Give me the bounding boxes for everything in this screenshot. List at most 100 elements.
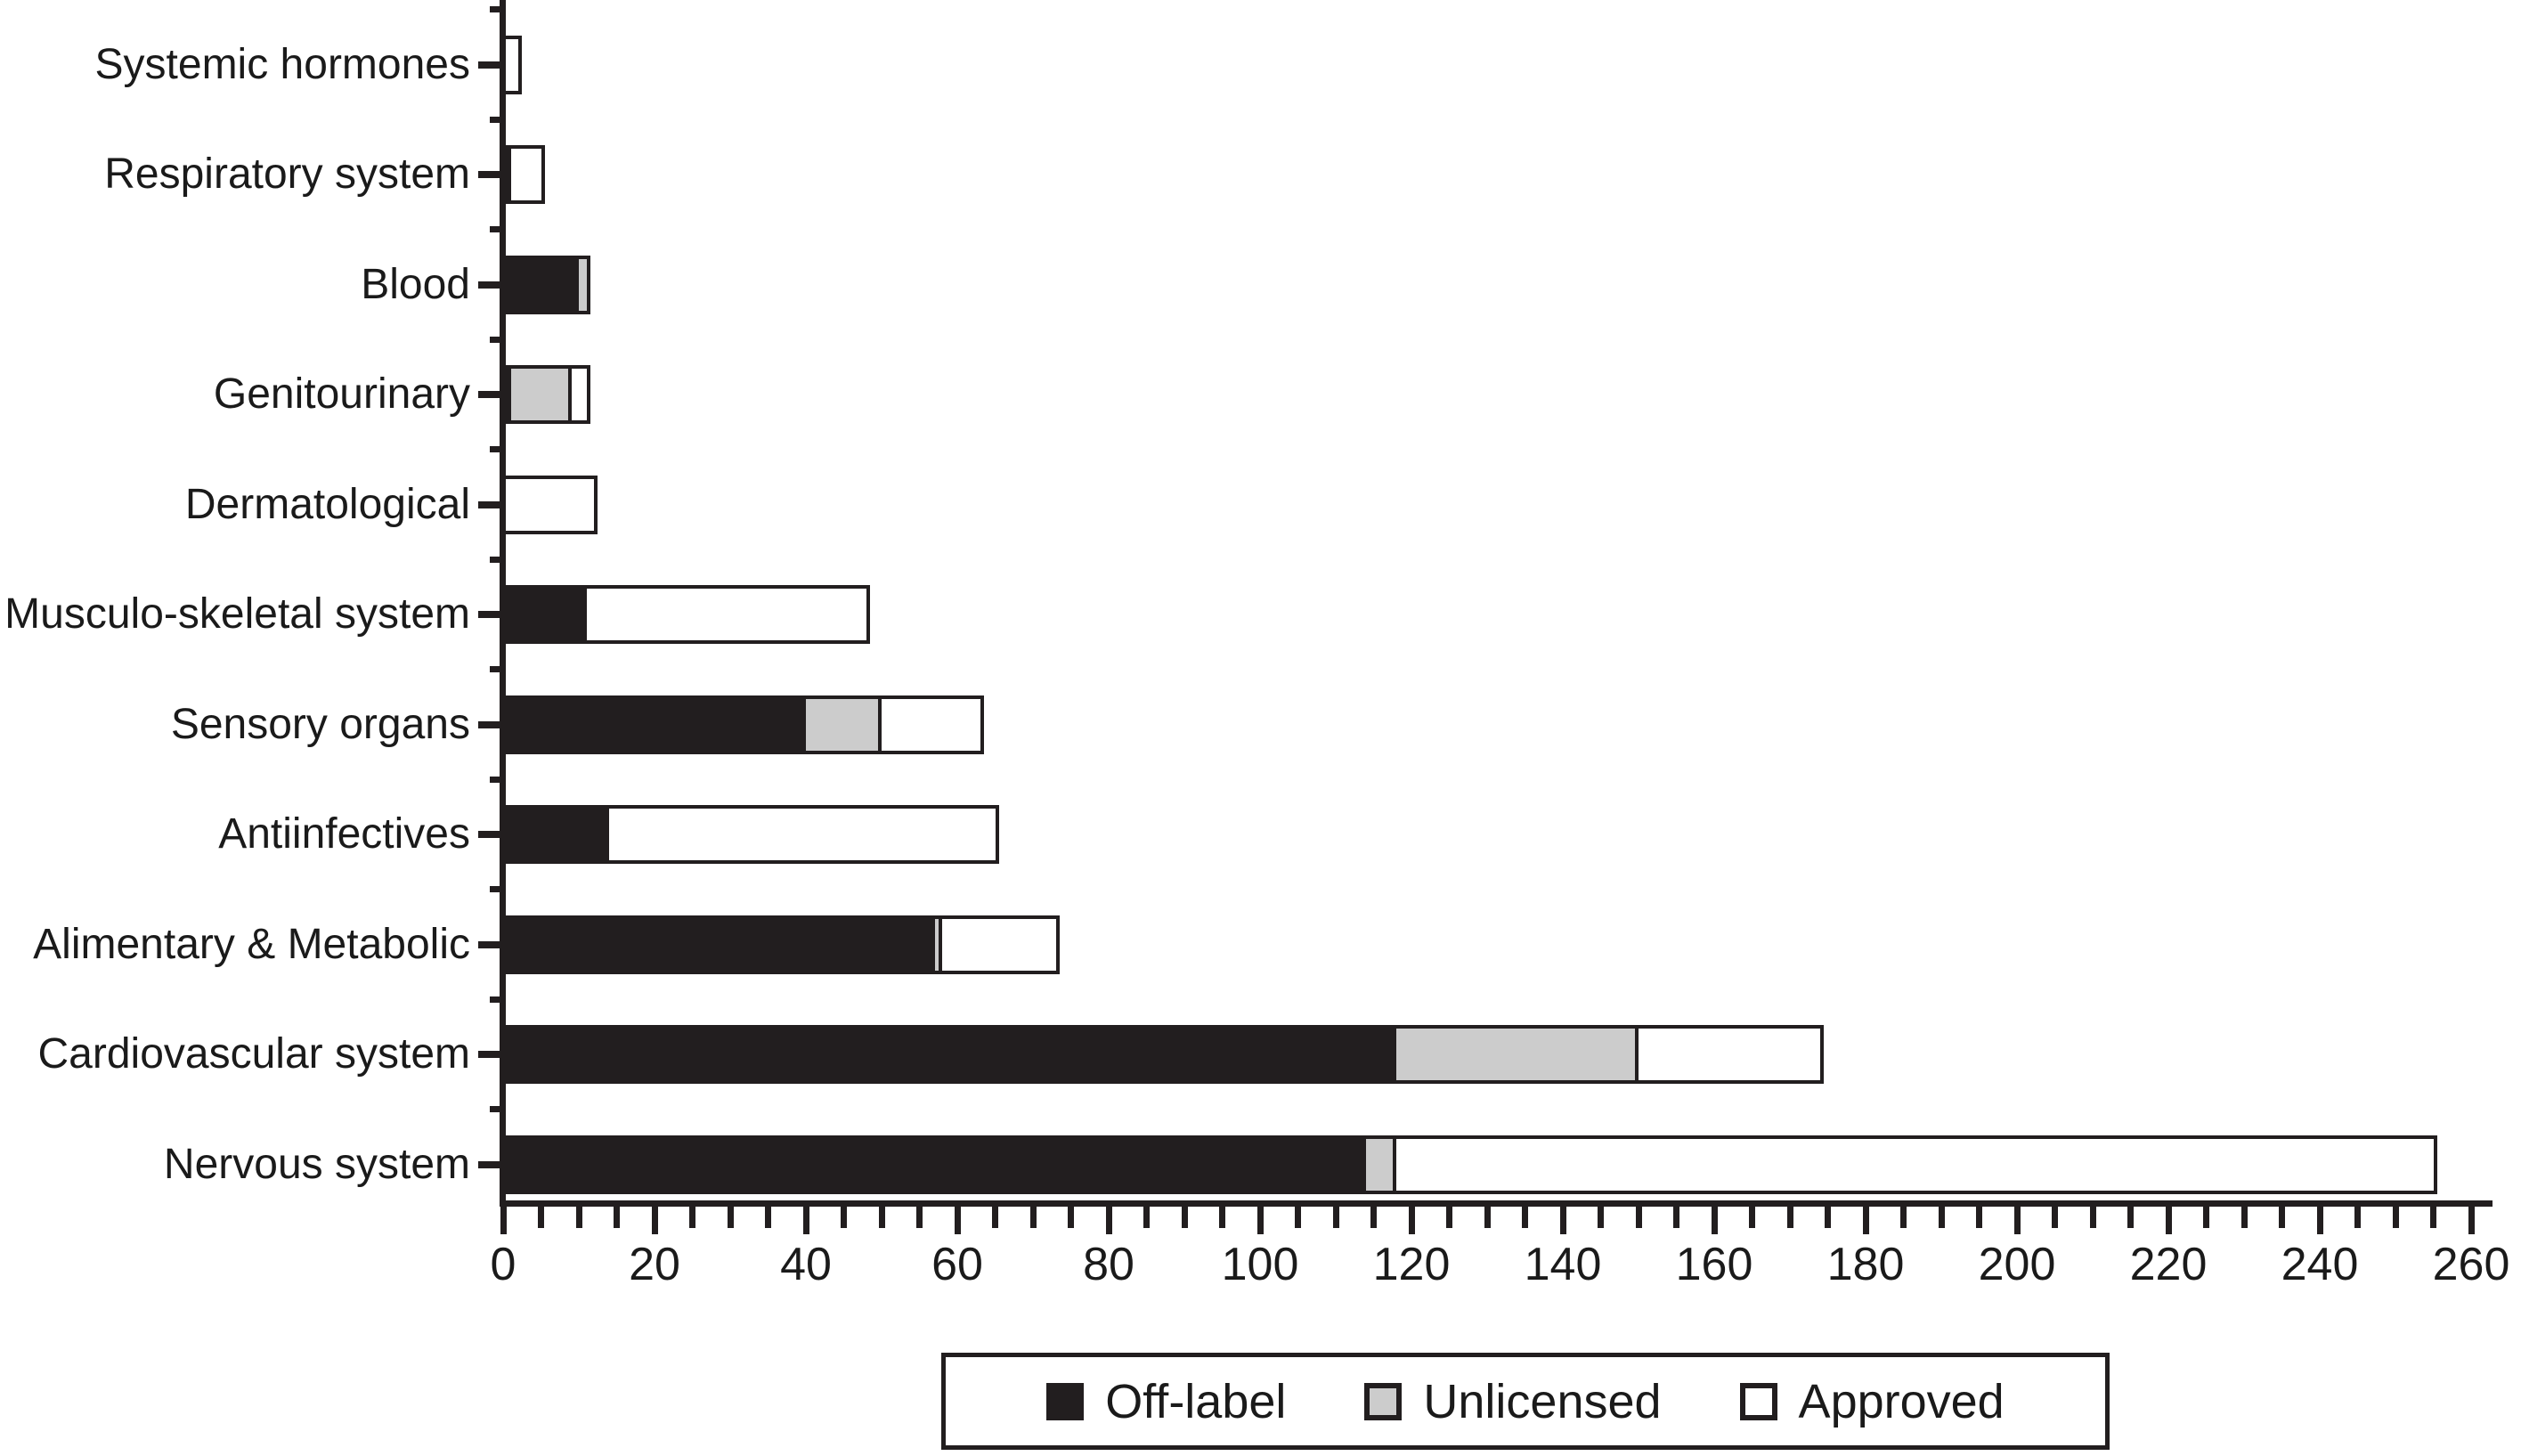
x-axis-major-tick xyxy=(1409,1207,1415,1234)
category-label-nervous-system: Nervous system xyxy=(163,1141,470,1188)
x-axis-major-tick xyxy=(1712,1207,1718,1234)
bar-segment-off-label xyxy=(503,699,806,751)
x-axis-tick-label: 180 xyxy=(1826,1239,1905,1290)
x-axis-minor-tick xyxy=(2241,1207,2248,1228)
y-axis-boundary-tick xyxy=(490,6,506,12)
x-axis-major-tick xyxy=(2014,1207,2021,1234)
y-axis-category-tick xyxy=(478,281,506,289)
x-axis-tick-label: 40 xyxy=(780,1239,832,1290)
bar-sensory-organs xyxy=(500,695,984,754)
x-axis-tick-label: 240 xyxy=(2281,1239,2359,1290)
x-axis-minor-tick xyxy=(2090,1207,2096,1228)
x-axis-line xyxy=(500,1200,2493,1207)
x-axis-minor-tick xyxy=(1143,1207,1150,1228)
x-axis-minor-tick xyxy=(1900,1207,1907,1228)
x-axis-minor-tick xyxy=(1939,1207,1945,1228)
category-label-respiratory-system: Respiratory system xyxy=(104,150,470,198)
x-axis-minor-tick xyxy=(1484,1207,1491,1228)
x-axis-minor-tick xyxy=(2279,1207,2285,1228)
category-label-musculo-skeletal-system: Musculo-skeletal system xyxy=(4,590,470,638)
bar-segment-off-label xyxy=(503,149,511,200)
x-axis-tick-label: 220 xyxy=(2129,1239,2208,1290)
y-axis-boundary-tick xyxy=(490,1106,506,1112)
bar-respiratory-system xyxy=(500,145,545,204)
bar-segment-off-label xyxy=(503,809,609,860)
y-axis-boundary-tick xyxy=(490,446,506,452)
category-label-genitourinary: Genitourinary xyxy=(213,370,470,418)
x-axis-major-tick xyxy=(2468,1207,2475,1234)
x-axis-minor-tick xyxy=(1219,1207,1225,1228)
x-axis-major-tick xyxy=(2166,1207,2172,1234)
x-axis-major-tick xyxy=(955,1207,961,1234)
x-axis-tick-label: 80 xyxy=(1083,1239,1134,1290)
legend-item-off-label: Off-label xyxy=(1046,1374,1286,1429)
x-axis-tick-label: 140 xyxy=(1524,1239,1602,1290)
x-axis-minor-tick xyxy=(879,1207,885,1228)
bar-segment-off-label xyxy=(503,589,587,640)
bar-segment-off-label xyxy=(503,1139,1366,1191)
y-axis-category-tick xyxy=(478,501,506,508)
x-axis-tick-label: 100 xyxy=(1221,1239,1299,1290)
bar-segment-unlicensed xyxy=(510,369,572,420)
y-axis-category-tick xyxy=(478,831,506,838)
y-axis-line xyxy=(500,0,506,1207)
x-axis-minor-tick xyxy=(1749,1207,1755,1228)
x-axis-major-tick xyxy=(652,1207,658,1234)
legend-label: Unlicensed xyxy=(1423,1374,1662,1428)
legend-label: Off-label xyxy=(1105,1374,1287,1428)
bar-segment-unlicensed xyxy=(579,259,587,311)
x-axis-major-tick xyxy=(1560,1207,1566,1234)
bar-segment-off-label xyxy=(503,919,935,971)
bar-segment-approved xyxy=(571,369,587,420)
x-axis-minor-tick xyxy=(2127,1207,2134,1228)
y-axis-boundary-tick xyxy=(490,117,506,123)
x-axis-minor-tick xyxy=(689,1207,695,1228)
x-axis-major-tick xyxy=(803,1207,809,1234)
bar-dermatological xyxy=(500,476,598,534)
y-axis-category-tick xyxy=(478,391,506,398)
x-axis-minor-tick xyxy=(1182,1207,1188,1228)
y-axis-category-tick xyxy=(478,1161,506,1168)
y-axis-category-tick xyxy=(478,171,506,178)
x-axis-minor-tick xyxy=(2203,1207,2209,1228)
x-axis-minor-tick xyxy=(1446,1207,1452,1228)
x-axis-minor-tick xyxy=(841,1207,847,1228)
y-axis-boundary-tick xyxy=(490,337,506,343)
x-axis-minor-tick xyxy=(728,1207,734,1228)
bar-segment-approved xyxy=(586,589,866,640)
x-axis-minor-tick xyxy=(992,1207,998,1228)
bar-blood xyxy=(500,256,590,314)
y-axis-boundary-tick xyxy=(490,777,506,783)
y-axis-category-tick xyxy=(478,61,506,69)
approved-swatch-icon xyxy=(1739,1382,1777,1420)
x-axis-minor-tick xyxy=(1370,1207,1377,1228)
x-axis-major-tick xyxy=(1106,1207,1112,1234)
bar-genitourinary xyxy=(500,365,590,424)
x-axis-minor-tick xyxy=(1068,1207,1074,1228)
x-axis-tick-label: 0 xyxy=(490,1239,516,1290)
bar-segment-approved xyxy=(510,149,541,200)
x-axis-minor-tick xyxy=(1598,1207,1604,1228)
x-axis-minor-tick xyxy=(2430,1207,2436,1228)
y-axis-category-tick xyxy=(478,941,506,948)
bar-segment-off-label xyxy=(503,259,579,311)
x-axis-minor-tick xyxy=(2354,1207,2361,1228)
x-axis-tick-label: 160 xyxy=(1675,1239,1753,1290)
y-axis-category-tick xyxy=(478,611,506,618)
x-axis-minor-tick xyxy=(2052,1207,2058,1228)
category-label-antiinfectives: Antiinfectives xyxy=(218,810,470,858)
bar-segment-approved xyxy=(609,809,996,860)
x-axis-minor-tick xyxy=(1976,1207,1982,1228)
legend-item-unlicensed: Unlicensed xyxy=(1364,1374,1662,1429)
bar-segment-approved xyxy=(942,919,1056,971)
x-axis-major-tick xyxy=(2317,1207,2323,1234)
x-axis-minor-tick xyxy=(614,1207,620,1228)
x-axis-minor-tick xyxy=(538,1207,544,1228)
category-label-sensory-organs: Sensory organs xyxy=(170,701,470,748)
x-axis-major-tick xyxy=(1863,1207,1869,1234)
bar-cardiovascular-system xyxy=(500,1025,1824,1084)
legend: Off-label Unlicensed Approved xyxy=(941,1353,2110,1450)
x-axis-minor-tick xyxy=(1522,1207,1528,1228)
x-axis-major-tick xyxy=(500,1207,507,1234)
bar-segment-off-label xyxy=(503,1029,1396,1080)
